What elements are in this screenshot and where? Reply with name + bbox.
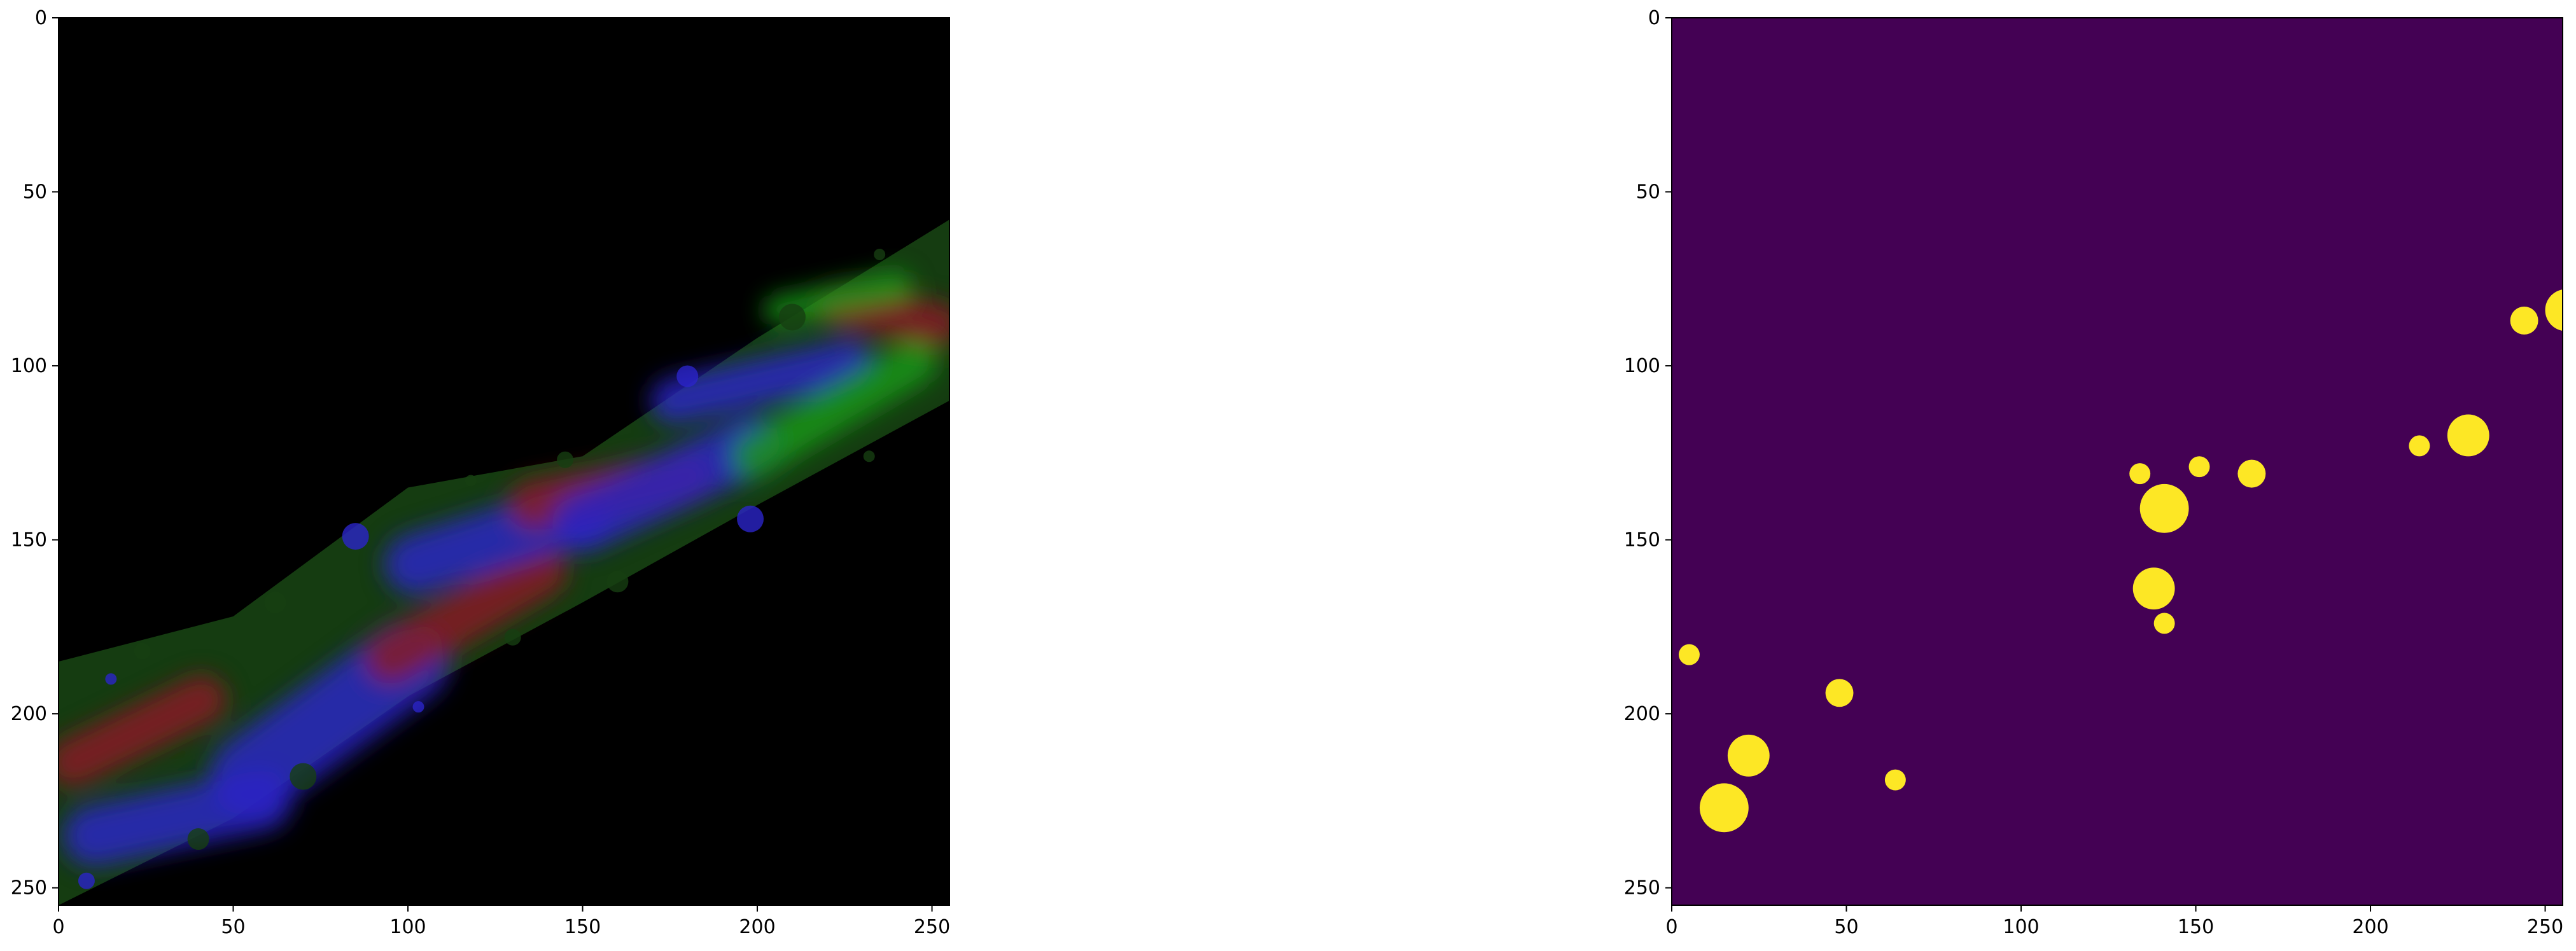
mask-blob-3: [1825, 679, 1854, 707]
edge-speckle-13: [504, 628, 521, 646]
mask-blob-14: [2545, 289, 2563, 331]
left-y-tick-label-1: 50: [23, 181, 47, 204]
left-x-tick-label-2: 100: [389, 916, 426, 938]
right-x-tick-label-0: 0: [1665, 916, 1677, 938]
left-x-tick-label-3: 150: [564, 916, 601, 938]
mask-blob-0: [1699, 783, 1749, 833]
right-x-tick-label-2: 100: [2003, 916, 2039, 938]
edge-speckle-11: [290, 763, 317, 790]
edge-speckles: [78, 249, 886, 889]
edge-speckle-5: [557, 451, 574, 468]
texture-stroke-6: [552, 415, 781, 553]
left-x-tick-label-1: 50: [221, 916, 245, 938]
edge-speckle-4: [465, 475, 477, 487]
right-binary-mask: [1678, 289, 2563, 833]
edge-speckle-1: [134, 642, 151, 660]
right-axes-frame: [1671, 17, 2563, 906]
right-y-tick-label-1: 50: [1636, 181, 1660, 204]
left-y-tick-label-4: 200: [11, 703, 47, 725]
mask-blob-9: [2132, 567, 2175, 610]
right-plot-background: [1672, 18, 2563, 905]
left-y-tick-label-3: 150: [11, 529, 47, 552]
texture-stroke-8: [731, 340, 937, 479]
mask-blob-4: [1884, 769, 1906, 791]
color-texture: [59, 271, 949, 866]
mask-blob-13: [2510, 306, 2538, 335]
left-rgb-image: [59, 219, 949, 905]
mask-blob-11: [2409, 435, 2430, 457]
right-y-tick-label-0: 0: [1648, 7, 1660, 29]
edge-speckle-7: [778, 303, 806, 331]
edge-speckle-10: [187, 828, 209, 850]
edge-speckle-6: [676, 365, 699, 387]
left-x-tick-label-4: 200: [739, 916, 775, 938]
mask-blob-1: [1727, 734, 1770, 777]
mask-blob-7: [2188, 456, 2210, 478]
edge-speckle-8: [874, 249, 886, 260]
edge-speckle-16: [863, 450, 875, 462]
texture-stroke-9: [819, 285, 949, 346]
right-x-tick-label-1: 50: [1834, 916, 1858, 938]
mask-blob-8: [2237, 459, 2266, 488]
edge-speckle-14: [606, 571, 629, 593]
left-y-tick-label-2: 100: [11, 355, 47, 377]
mask-blob-12: [2447, 414, 2489, 457]
edge-speckle-3: [342, 523, 369, 550]
right-x-tick-label-3: 150: [2178, 916, 2214, 938]
left-axes-frame: [58, 17, 950, 906]
mask-blob-5: [2129, 463, 2151, 485]
texture-stroke-3: [364, 545, 567, 684]
left-y-tick-label-0: 0: [35, 7, 47, 29]
edge-speckle-9: [78, 872, 95, 889]
edge-speckle-0: [105, 673, 117, 685]
left-x-tick-label-5: 250: [914, 916, 950, 938]
right-y-tick-label-4: 200: [1624, 703, 1660, 725]
right-y-tick-label-3: 150: [1624, 529, 1660, 552]
texture-stroke-7: [650, 339, 871, 424]
left-y-tick-label-5: 250: [11, 877, 47, 899]
right-x-tick-label-4: 200: [2352, 916, 2388, 938]
mask-blob-10: [2153, 613, 2175, 634]
mask-blob-6: [2139, 483, 2189, 533]
texture-stroke-0: [59, 675, 227, 788]
edge-speckle-2: [264, 592, 286, 614]
edge-speckle-12: [412, 701, 424, 713]
edge-speckle-15: [737, 505, 764, 532]
right-y-tick-label-5: 250: [1624, 877, 1660, 899]
left-x-tick-label-0: 0: [52, 916, 64, 938]
mask-blob-2: [1678, 644, 1700, 665]
right-x-tick-label-5: 250: [2527, 916, 2563, 938]
right-y-tick-label-2: 100: [1624, 355, 1660, 377]
